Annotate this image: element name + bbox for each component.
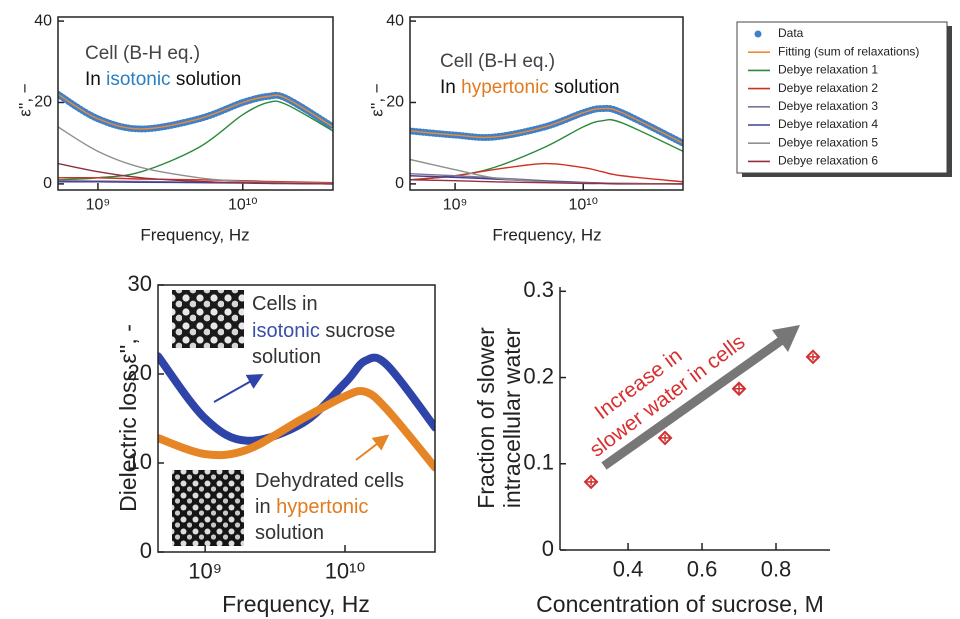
y-axis-label: ε'', − [15,83,34,117]
frame [57,16,334,191]
annotation: Cell (B-H eq.) [85,43,200,64]
annotation-part: hypertonic [276,496,368,518]
trend-arrow [601,336,785,470]
micrograph [172,290,244,348]
y-tick-label: 20 [34,94,52,111]
x-tick-label: 10¹⁰ [568,196,598,213]
series-line [410,179,683,185]
x-tick-label: 10¹⁰ [228,196,258,213]
y-tick-label: 20 [128,360,152,385]
annotation-part: solution [171,69,242,90]
annotation: in hypertonic [255,496,368,518]
x-tick-label: 10⁹ [188,559,222,584]
legend-label: Debye relaxation 3 [778,99,878,113]
annotation-part: in [255,496,276,518]
micrograph [172,470,244,546]
x-axis-label: Frequency, Hz [492,225,601,244]
legend-label: Debye relaxation 5 [778,135,878,149]
plot-area [158,352,435,472]
point [731,381,747,397]
annotation: solution [252,346,321,368]
y-tick-label: 20 [386,94,404,111]
y-tick-label: 0 [542,536,554,561]
series-line [410,107,683,144]
arrow [213,374,264,403]
annotation-part: sucrose [320,320,396,342]
annotation-part: isotonic [252,320,320,342]
series-line [158,386,435,472]
annotation-part: Dehydrated cells [255,470,404,492]
x-tick-label: 10⁹ [86,196,111,213]
x-tick-label: 10⁹ [443,196,468,213]
trend-arrow-head [772,325,800,352]
legend-label: Data [778,26,804,40]
series-line [58,126,333,185]
x-tick-label: 0.4 [613,557,644,582]
annotation: Cell (B-H eq.) [440,51,555,72]
series-line [58,93,333,130]
plot-area [410,104,683,185]
annotation-part: Cell (B-H eq.) [440,51,555,72]
annotation-part: Cells in [252,293,318,315]
series-line [410,162,683,183]
y-axis-label: Fraction of slower [473,327,499,509]
series-line [58,90,333,133]
legend-marker [754,30,762,38]
annotation-part: Cell (B-H eq.) [85,43,200,64]
series-line [58,162,333,185]
annotation-part: solution [549,77,620,98]
y-tick-label: 0.1 [523,450,554,475]
annotation-part: In [440,77,461,98]
x-tick-label: 0.6 [687,557,718,582]
annotation: In isotonic solution [85,69,241,90]
y-tick-label: 0 [43,175,52,192]
legend-box [736,21,948,174]
plot-area [58,90,333,185]
annotation: isotonic sucrose [252,320,395,342]
annotation-part: hypertonic [461,77,549,98]
x-axis-label: Frequency, Hz [222,591,370,617]
y-axis-label: ε'', − [367,83,386,117]
y-tick-label: 0.3 [523,277,554,302]
legend-label: Fitting (sum of relaxations) [778,44,919,58]
y-tick-label: 0 [395,175,404,192]
frame [157,284,436,553]
y-tick-label: 0 [140,538,152,563]
annotation: Cells in [252,293,318,315]
y-axis-label: intracellular water [499,328,525,509]
y-tick-label: 40 [386,12,404,29]
annotation-part: isotonic [106,69,170,90]
annotation-part: In [85,69,106,90]
annotation: solution [255,522,324,544]
y-axis-label: Dielectric loss ε'', - [115,324,141,512]
y-tick-label: 30 [128,271,152,296]
series-line [158,352,435,445]
x-axis-label: Concentration of sucrose, M [536,591,824,617]
legend-label: Debye relaxation 4 [778,117,878,131]
annotation: Dehydrated cells [255,470,404,492]
series-line [58,100,333,181]
arrow [355,434,390,461]
annotation-part: solution [252,346,321,368]
y-tick-label: 0.2 [523,363,554,388]
legend-label: Debye relaxation 1 [778,63,878,77]
annotation-part: solution [255,522,324,544]
frame [409,16,684,191]
legend-label: Debye relaxation 6 [778,154,878,168]
x-tick-label: 10¹⁰ [325,559,366,584]
y-tick-label: 10 [128,449,152,474]
plot-area [583,349,821,490]
x-axis-label: Frequency, Hz [140,225,249,244]
legend-label: Debye relaxation 2 [778,81,878,95]
annotation: In hypertonic solution [440,77,620,98]
y-tick-label: 40 [34,12,52,29]
x-tick-label: 0.8 [761,557,792,582]
